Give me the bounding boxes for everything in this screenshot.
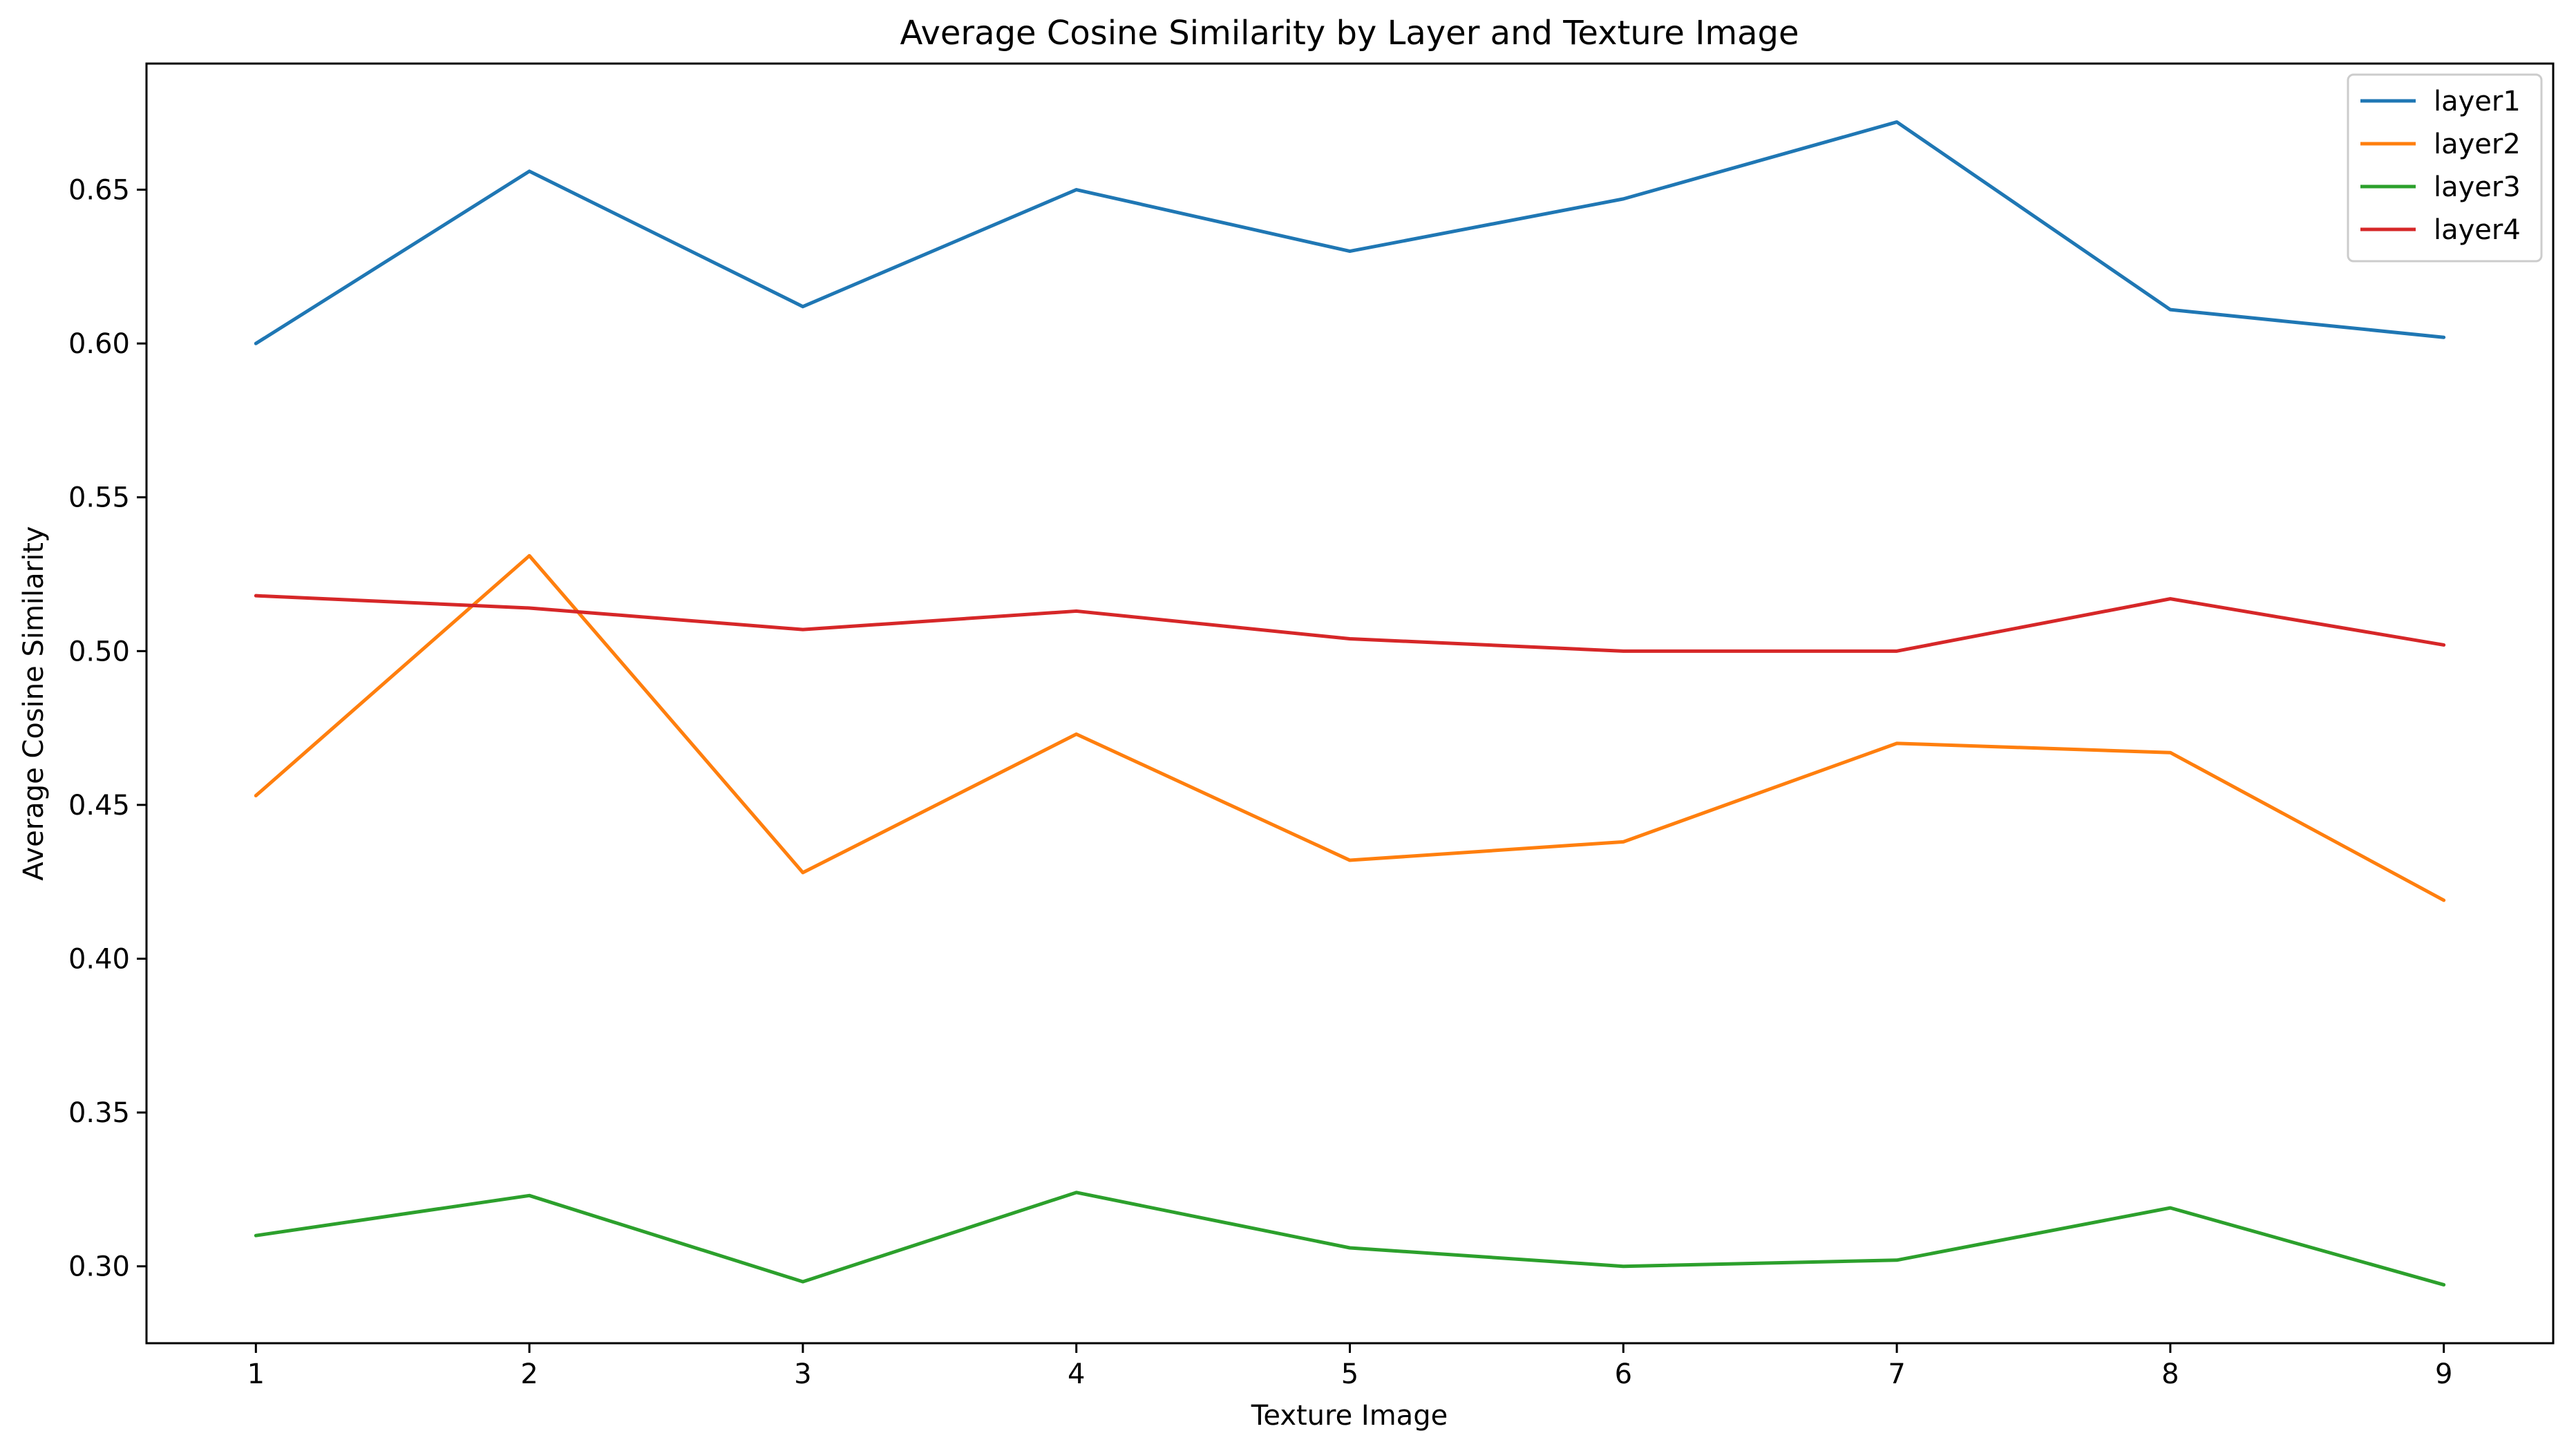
chart-title: Average Cosine Similarity by Layer and T… (900, 14, 1799, 53)
x-axis-label: Texture Image (1251, 1400, 1448, 1432)
series-line-layer2 (254, 553, 2446, 902)
x-tick-label: 8 (2161, 1358, 2179, 1390)
series-line-layer4 (254, 594, 2446, 653)
x-tick-label: 1 (247, 1358, 265, 1390)
x-tick-label: 3 (794, 1358, 811, 1390)
y-tick-label: 0.35 (68, 1097, 130, 1129)
legend-items: layer1 layer2 layer3 layer4 (2360, 86, 2521, 246)
x-tick-label: 9 (2435, 1358, 2452, 1390)
x-tick-label: 2 (520, 1358, 538, 1390)
y-axis-ticks: 0.30 0.35 0.40 0.45 0.50 0.55 0.60 0.65 (68, 175, 146, 1283)
x-tick-label: 6 (1615, 1358, 1632, 1390)
x-axis-ticks: 1 2 3 4 5 6 7 8 9 (247, 1343, 2452, 1390)
legend-label-layer1: layer1 (2434, 86, 2521, 117)
x-tick-label: 4 (1068, 1358, 1085, 1390)
y-tick-label: 0.45 (68, 790, 130, 822)
legend-frame (2347, 73, 2543, 263)
legend-label-layer3: layer3 (2434, 171, 2521, 203)
x-tick-label: 5 (1341, 1358, 1358, 1390)
legend-label-layer4: layer4 (2434, 214, 2521, 246)
y-tick-label: 0.55 (68, 482, 130, 514)
y-tick-label: 0.65 (68, 175, 130, 207)
series-line-layer1 (254, 120, 2446, 345)
y-axis-label: Average Cosine Similarity (18, 526, 50, 880)
y-tick-label: 0.50 (68, 636, 130, 667)
series-lines (254, 120, 2446, 1287)
legend: layer1 layer2 layer3 layer4 (2347, 73, 2543, 263)
y-tick-label: 0.40 (68, 944, 130, 976)
y-tick-label: 0.60 (68, 328, 130, 360)
x-tick-label: 7 (1888, 1358, 1905, 1390)
series-line-layer3 (254, 1191, 2446, 1287)
legend-label-layer2: layer2 (2434, 129, 2521, 160)
y-tick-label: 0.30 (68, 1251, 130, 1283)
